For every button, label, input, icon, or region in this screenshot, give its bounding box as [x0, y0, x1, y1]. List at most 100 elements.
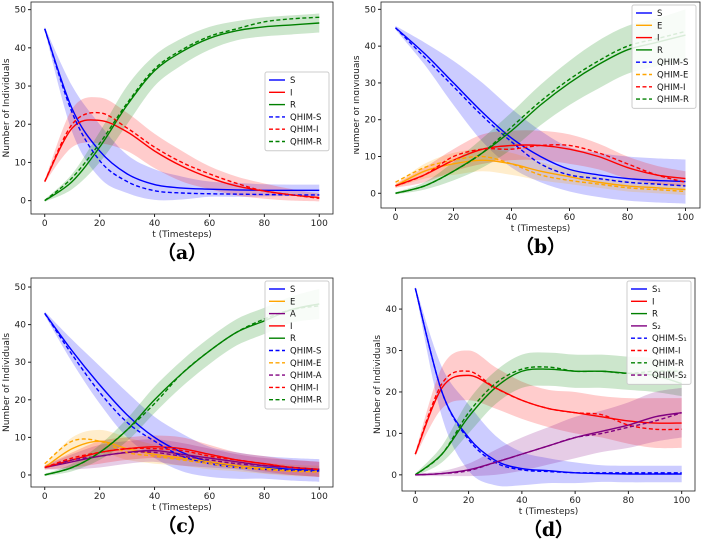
y-axis-label: Number of Individuals — [2, 58, 12, 157]
legend-label: QHIM-R — [657, 95, 689, 105]
legend-box — [631, 4, 697, 109]
x-tick-label: 0 — [412, 496, 418, 506]
legend-label: I — [652, 297, 655, 307]
series-line-S — [44, 28, 320, 192]
panel-d: 0 20 40 60 80 100 0 10 20 30 40 t (Timesteps) Number… — [354, 270, 707, 540]
axes-frame — [380, 1, 701, 209]
series-line-S — [395, 27, 686, 183]
axes-frame — [401, 277, 696, 492]
legend-label: S — [290, 285, 295, 295]
series-line-QHIM-I — [44, 111, 320, 200]
axes-frame — [30, 1, 334, 215]
x-axis-label: t (Timesteps) — [511, 224, 571, 234]
series-line-QHIM-R — [44, 16, 320, 202]
x-axis-label: t (Timesteps) — [519, 507, 579, 517]
y-tick-label: 40 — [15, 44, 27, 54]
x-tick-label: 0 — [42, 492, 48, 502]
y-tick-label: 0 — [370, 189, 376, 199]
x-tick-label: 80 — [623, 496, 635, 506]
y-tick-label: 20 — [365, 116, 377, 126]
x-tick-label: 100 — [677, 213, 694, 223]
x-tick-label: 20 — [463, 496, 475, 506]
panel-label: （b） — [515, 235, 566, 258]
legend-label: QHIM-S₁ — [652, 334, 687, 344]
x-tick-label: 100 — [673, 496, 690, 506]
legend-label: QHIM-S — [657, 58, 688, 68]
legend-label: A — [290, 310, 296, 320]
y-tick-label: 30 — [365, 79, 377, 89]
band-R — [395, 9, 686, 195]
y-tick-label: 30 — [15, 82, 27, 92]
panel-c: 0 20 40 60 80 100 0 10 20 30 40 50 t (Timesteps) Numb… — [0, 270, 353, 540]
x-tick-label: 0 — [42, 219, 48, 229]
panel-b: 0 20 40 60 80 100 0 10 20 30 40 50 t (Timesteps) Numb… — [354, 0, 707, 270]
band-S — [44, 26, 320, 201]
legend-label: QHIM-R — [290, 396, 322, 406]
legend-label: I — [657, 34, 660, 44]
y-tick-label: 20 — [386, 388, 398, 398]
x-tick-label: 80 — [259, 492, 271, 502]
band-S — [395, 25, 686, 204]
y-tick-label: 20 — [15, 120, 27, 130]
series-line-QHIM-I — [44, 447, 320, 471]
x-tick-label: 20 — [94, 492, 106, 502]
series-line-S — [44, 312, 320, 472]
y-tick-label: 10 — [15, 433, 27, 443]
y-axis-label: Number of Individuals — [373, 335, 383, 434]
y-tick-label: 20 — [15, 396, 27, 406]
x-tick-label: 60 — [204, 219, 216, 229]
series-line-QHIM-S₁ — [414, 288, 682, 474]
x-tick-label: 60 — [569, 496, 581, 506]
y-axis-label: Number of Individuals — [354, 55, 362, 154]
x-tick-label: 80 — [259, 219, 271, 229]
x-tick-label: 40 — [149, 492, 161, 502]
x-tick-label: 40 — [149, 219, 161, 229]
band-R — [44, 288, 320, 477]
panel-label: （d） — [523, 518, 574, 540]
series-line-E — [44, 440, 320, 472]
legend-label: S₂ — [652, 322, 661, 332]
x-tick-label: 40 — [506, 213, 518, 223]
legend-label: I — [290, 322, 293, 332]
y-tick-label: 10 — [386, 429, 398, 439]
band-I — [395, 130, 686, 188]
y-tick-label: 0 — [20, 197, 26, 207]
legend-label: R — [290, 101, 296, 111]
legend-label: QHIM-I — [657, 83, 686, 93]
legend-label: QHIM-S₂ — [652, 371, 687, 381]
legend-label: S — [657, 9, 662, 19]
y-tick-label: 50 — [365, 5, 377, 15]
legend-label: S₁ — [652, 285, 661, 295]
y-tick-label: 40 — [386, 305, 398, 315]
series-line-QHIM-I — [414, 370, 682, 455]
y-axis-label: Number of Individuals — [2, 333, 12, 432]
series-line-I — [395, 144, 686, 187]
legend-label: QHIM-R — [290, 138, 322, 148]
y-tick-label: 50 — [15, 283, 27, 293]
legend-label: QHIM-E — [657, 71, 688, 81]
legend-label: R — [652, 310, 658, 320]
y-tick-label: 40 — [365, 42, 377, 52]
chart-b: 0 20 40 60 80 100 0 10 20 30 40 50 t (Timesteps) Numb… — [354, 1, 701, 258]
band-R — [415, 352, 682, 477]
chart-a: 0 20 40 60 80 100 0 10 20 30 40 50 t (Timesteps) Numb… — [2, 1, 334, 264]
legend-label: QHIM-I — [290, 125, 319, 135]
x-tick-label: 80 — [622, 213, 634, 223]
y-tick-label: 30 — [386, 347, 398, 357]
x-tick-label: 0 — [393, 213, 399, 223]
plot-area — [414, 286, 682, 487]
panel-label: （c） — [157, 514, 207, 537]
legend-label: QHIM-R — [652, 359, 684, 369]
axes-frame — [30, 277, 334, 488]
legend-label: E — [290, 297, 295, 307]
band-S₂ — [415, 387, 682, 477]
y-tick-label: 40 — [15, 321, 27, 331]
band-S — [44, 311, 320, 482]
series-line-QHIM-A — [44, 451, 320, 471]
plot-area — [44, 13, 320, 202]
series-line-QHIM-S — [44, 28, 320, 196]
y-tick-label: 30 — [15, 358, 27, 368]
y-tick-label: 0 — [391, 471, 397, 481]
